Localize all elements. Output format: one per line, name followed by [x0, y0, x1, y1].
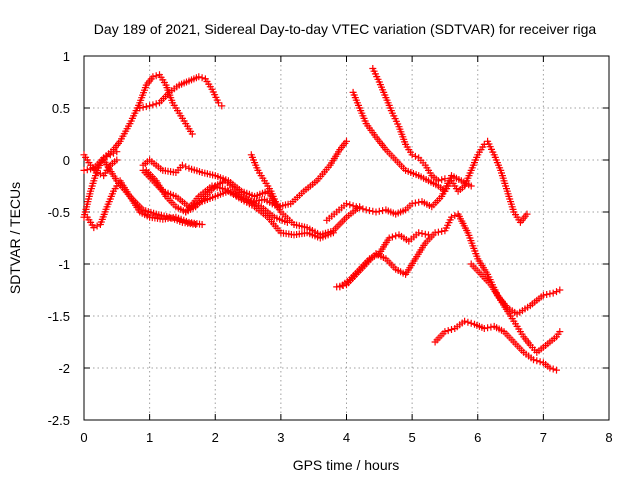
y-tick-label: 0.5: [52, 101, 70, 116]
axis-ticks: 0 1 2 3 4 5 6 7 8 1 0.5 0 -0.5 -1 -1.5 -2 -2.5: [48, 49, 613, 445]
series-arc-13: [369, 65, 449, 185]
x-axis-label: GPS time / hours: [293, 457, 400, 473]
series-arc-10: [182, 137, 350, 216]
x-tick-label: 2: [212, 430, 219, 445]
series-markers: [467, 260, 564, 356]
series-arc-19: [467, 260, 564, 356]
y-tick-label: 1: [63, 49, 70, 64]
x-tick-label: 8: [605, 430, 612, 445]
y-tick-label: -1: [58, 257, 70, 272]
series-markers: [182, 137, 350, 216]
series-markers: [431, 317, 560, 374]
series-markers: [80, 151, 121, 180]
series-markers: [369, 65, 449, 185]
series-arc-18: [431, 317, 560, 374]
x-tick-label: 5: [409, 430, 416, 445]
x-tick-label: 1: [146, 430, 153, 445]
series-arc-8: [139, 166, 337, 242]
series-arc-11: [247, 151, 282, 211]
y-tick-label: -2.5: [48, 413, 70, 428]
y-tick-label: -1.5: [48, 309, 70, 324]
y-tick-label: 0: [63, 153, 70, 168]
series-arc-6: [100, 156, 200, 228]
series-markers: [336, 229, 432, 291]
y-axis-label: SDTVAR / TECUs: [7, 182, 23, 294]
series-arc-15: [441, 137, 531, 226]
series-markers: [100, 156, 200, 228]
series-markers: [247, 151, 282, 211]
series-arc-4: [80, 151, 121, 180]
y-tick-label: -2: [58, 361, 70, 376]
series-markers: [139, 166, 337, 242]
data-series: [80, 65, 564, 374]
x-tick-label: 4: [343, 430, 350, 445]
x-tick-label: 3: [277, 430, 284, 445]
y-tick-label: -0.5: [48, 205, 70, 220]
x-tick-label: 0: [80, 430, 87, 445]
series-arc-17: [336, 229, 432, 291]
series-arc-12: [349, 88, 449, 195]
series-markers: [136, 73, 226, 112]
grid: [84, 56, 609, 420]
x-tick-label: 7: [540, 430, 547, 445]
series-arc-2: [136, 73, 226, 112]
x-tick-label: 6: [474, 430, 481, 445]
chart-title: Day 189 of 2021, Sidereal Day-to-day VTE…: [94, 21, 597, 37]
series-markers: [441, 137, 531, 226]
series-markers: [349, 88, 449, 195]
